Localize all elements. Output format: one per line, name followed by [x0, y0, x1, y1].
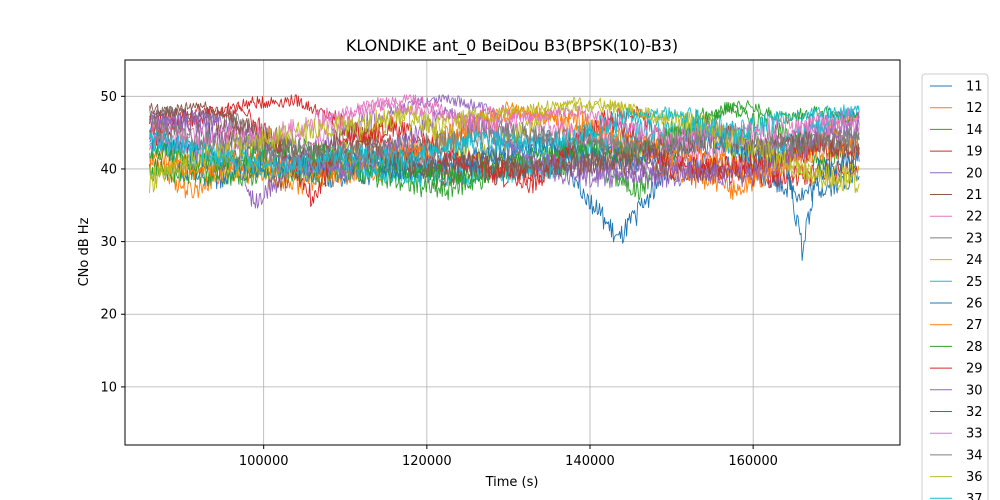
- legend: 11 12 14 19 20 21 22 23 24 25 26 27 28 29 30 32 33 34 36 37: [921, 73, 989, 500]
- legend-label-21: 21: [966, 188, 983, 203]
- x-tick-label: 160000: [728, 454, 778, 469]
- legend-label-37: 37: [966, 492, 983, 500]
- legend-label-28: 28: [966, 340, 983, 355]
- legend-label-11: 11: [966, 80, 983, 95]
- x-tick-label: 140000: [565, 454, 615, 469]
- chart-title: KLONDIKE ant_0 BeiDou B3(BPSK(10)-B3): [346, 36, 678, 56]
- legend-label-12: 12: [966, 101, 983, 116]
- plot-area: 100000 120000 140000 160000 10 20 30 40 50: [100, 59, 901, 469]
- series-line-36: [149, 97, 860, 194]
- y-tick-label: 20: [100, 308, 117, 323]
- legend-label-24: 24: [966, 253, 983, 268]
- y-tick-label: 40: [100, 162, 117, 177]
- legend-label-25: 25: [966, 275, 983, 290]
- legend-label-19: 19: [966, 145, 983, 160]
- y-tick-label: 10: [100, 380, 117, 395]
- y-tick-label: 30: [100, 235, 117, 250]
- legend-label-29: 29: [966, 362, 983, 377]
- y-axis-label: CNo dB Hz: [77, 217, 92, 286]
- legend-label-36: 36: [966, 470, 983, 485]
- x-axis-ticks: 100000 120000 140000 160000: [239, 445, 778, 469]
- y-tick-label: 50: [100, 90, 117, 105]
- y-axis-ticks: 10 20 30 40 50: [100, 90, 125, 395]
- x-tick-label: 100000: [239, 454, 289, 469]
- legend-frame: [921, 73, 989, 500]
- series-layer: [149, 94, 860, 261]
- x-axis-label: Time (s): [485, 475, 539, 490]
- legend-label-34: 34: [966, 448, 983, 463]
- legend-label-14: 14: [966, 123, 983, 138]
- legend-label-20: 20: [966, 166, 983, 181]
- legend-label-26: 26: [966, 297, 983, 312]
- legend-label-33: 33: [966, 427, 983, 442]
- x-tick-label: 120000: [402, 454, 452, 469]
- legend-label-22: 22: [966, 210, 983, 225]
- series-line-37: [149, 104, 860, 179]
- legend-label-27: 27: [966, 318, 983, 333]
- series-line-29: [149, 104, 860, 207]
- legend-label-23: 23: [966, 231, 983, 246]
- plot-frame: [124, 59, 901, 446]
- legend-label-30: 30: [966, 383, 983, 398]
- legend-label-32: 32: [966, 405, 983, 420]
